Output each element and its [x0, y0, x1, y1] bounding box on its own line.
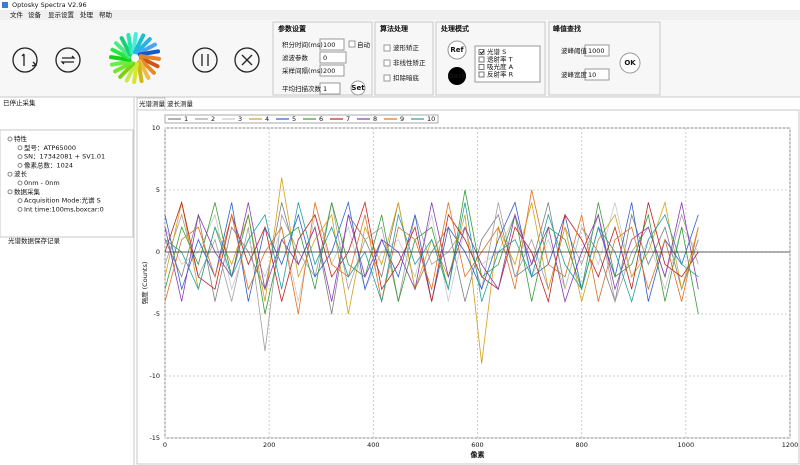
input-value: 1000 [588, 47, 605, 55]
tree-node-icon [18, 146, 22, 150]
legend-label: 9 [400, 115, 404, 123]
menu-item[interactable]: 显示设置 [48, 10, 75, 19]
legend-label: 4 [265, 115, 269, 123]
label: 采样间隔(ms) [282, 66, 323, 75]
menu-item[interactable]: 处理 [80, 10, 94, 19]
legend-label: 3 [238, 115, 242, 123]
x-tick-label: 600 [471, 441, 483, 449]
title-bar [0, 0, 800, 10]
window-title: Optosky Spectra V2.96 [12, 1, 87, 9]
menu-bar [0, 10, 800, 20]
input-value: 10 [588, 71, 596, 79]
tree-item: 0nm - 0nm [24, 179, 60, 187]
legend-label: 5 [292, 115, 296, 123]
y-tick-label: -10 [149, 372, 160, 380]
checkbox-label: 非线性矫正 [393, 58, 426, 67]
checkbox[interactable] [384, 60, 390, 66]
y-axis-label: 强度 (Counts) [140, 262, 149, 305]
tree-item: 型号：ATP65000 [24, 143, 76, 152]
menu-item[interactable]: 设备 [28, 10, 42, 19]
legend-label: 7 [346, 115, 350, 123]
checkbox[interactable] [384, 45, 390, 51]
y-tick-label: 10 [152, 124, 160, 132]
x-tick-label: 800 [575, 441, 587, 449]
checkbox[interactable] [479, 57, 484, 62]
y-tick-label: 0 [156, 248, 160, 256]
menu-item[interactable]: 帮助 [99, 10, 113, 19]
x-tick-label: 0 [163, 441, 167, 449]
tree-item: SN：17342081 + SV1.01 [24, 153, 105, 161]
x-tick-label: 1200 [782, 441, 799, 449]
tree-node-icon [18, 199, 22, 203]
legend-label: 8 [373, 115, 377, 123]
y-tick-label: 5 [156, 186, 160, 194]
tree-node-icon [18, 207, 22, 211]
auto-checkbox[interactable] [349, 41, 355, 47]
tab[interactable]: 波长测量 [167, 99, 194, 108]
tree-node-icon [8, 172, 12, 176]
x-tick-label: 400 [367, 441, 379, 449]
x-axis-label: 像素 [470, 450, 485, 459]
panel-title: 参数设置 [278, 24, 306, 33]
menu-item[interactable]: 文件 [10, 10, 24, 19]
option-label: 反射率 R [487, 70, 514, 79]
tree-item: Acquisition Mode:光谱 S [24, 196, 101, 205]
select-value: 0 [323, 54, 327, 62]
y-tick-label: -15 [149, 434, 160, 442]
tree-item: Int time:100ms,boxcar:0 [24, 205, 104, 213]
tab[interactable]: 光谱测量 [139, 99, 166, 108]
input-value: 200 [323, 67, 335, 75]
legend-label: 2 [211, 115, 215, 123]
checkbox-label: 波形矫正 [393, 43, 420, 52]
tree-item: 数据采集 [14, 187, 41, 196]
label: 滤波参数 [282, 53, 309, 62]
app-icon [2, 2, 8, 8]
button-label: Ref [450, 46, 464, 54]
tree-node-icon [8, 190, 12, 194]
button-label: Set [351, 84, 365, 92]
tree-node-icon [18, 163, 22, 167]
label: 波峰阈值 [561, 46, 588, 55]
plot-area [165, 128, 790, 438]
panel-title: 处理模式 [440, 24, 469, 33]
tree-node-icon [18, 181, 22, 185]
legend-label: 6 [319, 115, 323, 123]
label: 平均扫描次数 [282, 84, 322, 93]
input-value: 1 [323, 85, 327, 93]
legend-label: 1 [184, 115, 188, 123]
logo-petal [141, 56, 159, 59]
panel-title: 算法处理 [379, 24, 408, 33]
checkbox[interactable] [479, 72, 484, 77]
label: 波峰宽度 [561, 70, 588, 79]
x-tick-label: 200 [263, 441, 275, 449]
status-text: 已停止采集 [3, 98, 36, 107]
tree-node-icon [8, 137, 12, 141]
checkbox[interactable] [479, 65, 484, 70]
y-tick-label: -5 [154, 310, 160, 318]
button-label: Dark [448, 72, 467, 80]
tree-item: 特性 [14, 134, 28, 143]
legend-label: 10 [427, 115, 435, 123]
label: 积分时间(ms) [282, 40, 323, 49]
tree-node-icon [18, 155, 22, 159]
log-title: 光谱数据保存记录 [8, 236, 61, 245]
tree-item: 波长 [14, 169, 28, 178]
label: 自动 [357, 40, 371, 49]
input-value: 100 [323, 41, 335, 49]
tree-item: 像素总数：1024 [24, 160, 73, 169]
checkbox[interactable] [384, 75, 390, 81]
button-label: OK [624, 59, 636, 67]
x-tick-label: 1000 [678, 441, 695, 449]
checkbox-label: 扣除暗底 [393, 73, 420, 82]
panel-title: 峰值查找 [553, 24, 581, 33]
